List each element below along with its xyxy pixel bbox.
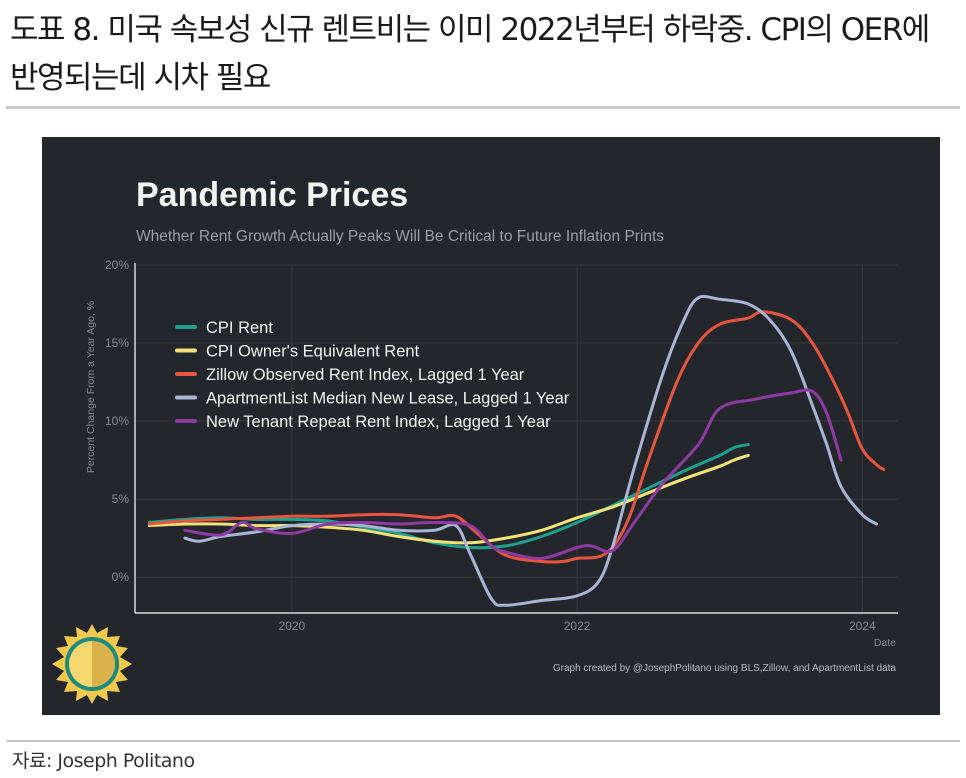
legend-label: Zillow Observed Rent Index, Lagged 1 Yea… bbox=[206, 366, 525, 384]
source-note: 자료: Joseph Politano bbox=[12, 750, 195, 772]
sun-logo-icon bbox=[52, 624, 132, 704]
chart-credit: Graph created by @JosephPolitano using B… bbox=[553, 663, 897, 674]
title-divider bbox=[6, 106, 960, 109]
gridlines bbox=[135, 264, 898, 613]
series-line bbox=[147, 443, 750, 550]
x-tick-label: 2020 bbox=[279, 619, 306, 633]
axes: 0% 5% 10% 15% 20% 2020 2022 2024 bbox=[105, 258, 898, 633]
chart-title: Pandemic Prices bbox=[136, 176, 408, 214]
y-tick-label: 10% bbox=[105, 414, 129, 428]
x-tick-label: 2022 bbox=[564, 619, 591, 633]
x-axis-label: Date bbox=[874, 637, 896, 649]
y-axis-label: Percent Change From a Year Ago, % bbox=[85, 301, 97, 473]
series-lines bbox=[147, 294, 886, 607]
series-line bbox=[147, 453, 750, 545]
series-line bbox=[183, 388, 843, 560]
legend-label: ApartmentList Median New Lease, Lagged 1… bbox=[206, 390, 570, 408]
series-line bbox=[147, 310, 886, 564]
y-tick-label: 0% bbox=[112, 570, 130, 584]
legend-label: CPI Owner's Equivalent Rent bbox=[206, 343, 420, 361]
footer-divider bbox=[6, 740, 960, 742]
document-title: 도표 8. 미국 속보성 신규 렌트비는 이미 2022년부터 하락중. CPI… bbox=[10, 12, 930, 96]
y-tick-label: 15% bbox=[105, 336, 129, 350]
y-tick-label: 20% bbox=[105, 258, 129, 272]
chart-subtitle: Whether Rent Growth Actually Peaks Will … bbox=[136, 228, 664, 245]
x-tick-label: 2024 bbox=[849, 619, 876, 633]
legend-label: New Tenant Repeat Rent Index, Lagged 1 Y… bbox=[206, 413, 551, 431]
chart-canvas: Pandemic Prices Whether Rent Growth Actu… bbox=[52, 176, 898, 704]
legend-label: CPI Rent bbox=[206, 319, 273, 337]
chart-panel: Pandemic Prices Whether Rent Growth Actu… bbox=[42, 137, 940, 715]
legend: CPI Rent CPI Owner's Equivalent Rent Zillo… bbox=[175, 319, 570, 431]
y-tick-label: 5% bbox=[112, 492, 130, 506]
